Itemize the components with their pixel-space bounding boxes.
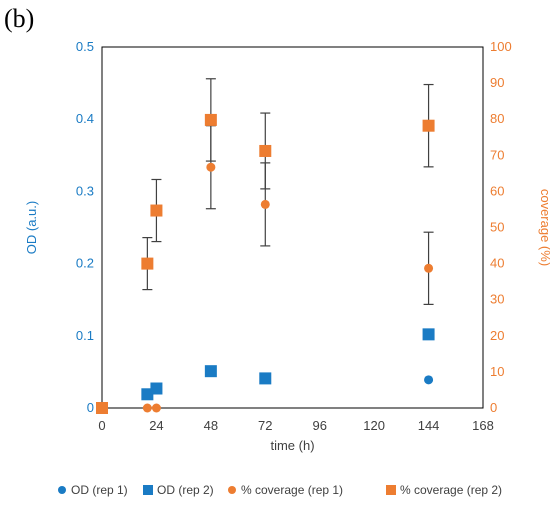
data-point-square — [204, 365, 217, 378]
y-tick-label: 0.5 — [76, 39, 94, 54]
data-point-square — [96, 402, 108, 414]
legend-label: OD (rep 2) — [157, 483, 214, 497]
y2-tick-label: 10 — [490, 364, 504, 379]
x-tick-label: 24 — [149, 418, 163, 433]
data-point-circle — [424, 263, 434, 273]
legend-marker-circle — [58, 486, 66, 494]
x-tick-label: 0 — [98, 418, 105, 433]
y2-tick-label: 60 — [490, 183, 504, 198]
legend-label: OD (rep 1) — [71, 483, 128, 497]
x-tick-label: 144 — [418, 418, 440, 433]
data-point-circle — [260, 199, 270, 209]
data-point-square — [422, 328, 435, 341]
data-point-square — [259, 144, 272, 157]
y2-tick-label: 30 — [490, 292, 504, 307]
legend-marker-square — [386, 485, 396, 495]
y2-tick-label: 90 — [490, 75, 504, 90]
data-point-square — [141, 257, 154, 270]
x-tick-label: 72 — [258, 418, 272, 433]
y2-tick-label: 70 — [490, 147, 504, 162]
y2-tick-label: 80 — [490, 111, 504, 126]
data-point-square — [141, 388, 154, 401]
y2-tick-label: 0 — [490, 400, 497, 415]
y2-tick-label: 20 — [490, 328, 504, 343]
legend-label: % coverage (rep 2) — [400, 483, 502, 497]
data-point-circle — [142, 403, 152, 413]
y-tick-label: 0 — [87, 400, 94, 415]
data-point-square — [422, 119, 435, 132]
legend-label: % coverage (rep 1) — [241, 483, 343, 497]
legend-marker-square — [143, 485, 153, 495]
panel-label: (b) — [4, 4, 35, 33]
x-tick-label: 48 — [204, 418, 218, 433]
data-point-circle — [424, 375, 434, 385]
y-axis-label: OD (a.u.) — [24, 201, 39, 254]
data-point-square — [204, 113, 217, 126]
plot-frame — [101, 46, 484, 409]
y2-tick-label: 100 — [490, 39, 512, 54]
x-tick-label: 120 — [363, 418, 385, 433]
y2-tick-label: 50 — [490, 220, 504, 235]
data-point-circle — [151, 403, 161, 413]
legend-marker-circle — [228, 486, 236, 494]
data-point-square — [150, 204, 163, 217]
y-tick-label: 0.2 — [76, 256, 94, 271]
y2-axis-label: coverage (%) — [538, 189, 550, 266]
data-point-square — [150, 382, 163, 395]
y-tick-label: 0.3 — [76, 183, 94, 198]
data-point-circle — [206, 162, 216, 172]
y2-tick-label: 40 — [490, 256, 504, 271]
y-tick-label: 0.1 — [76, 328, 94, 343]
y-tick-label: 0.4 — [76, 111, 94, 126]
data-point-square — [259, 372, 272, 385]
x-tick-label: 168 — [472, 418, 494, 433]
x-axis-label: time (h) — [270, 438, 314, 453]
x-tick-label: 96 — [312, 418, 326, 433]
